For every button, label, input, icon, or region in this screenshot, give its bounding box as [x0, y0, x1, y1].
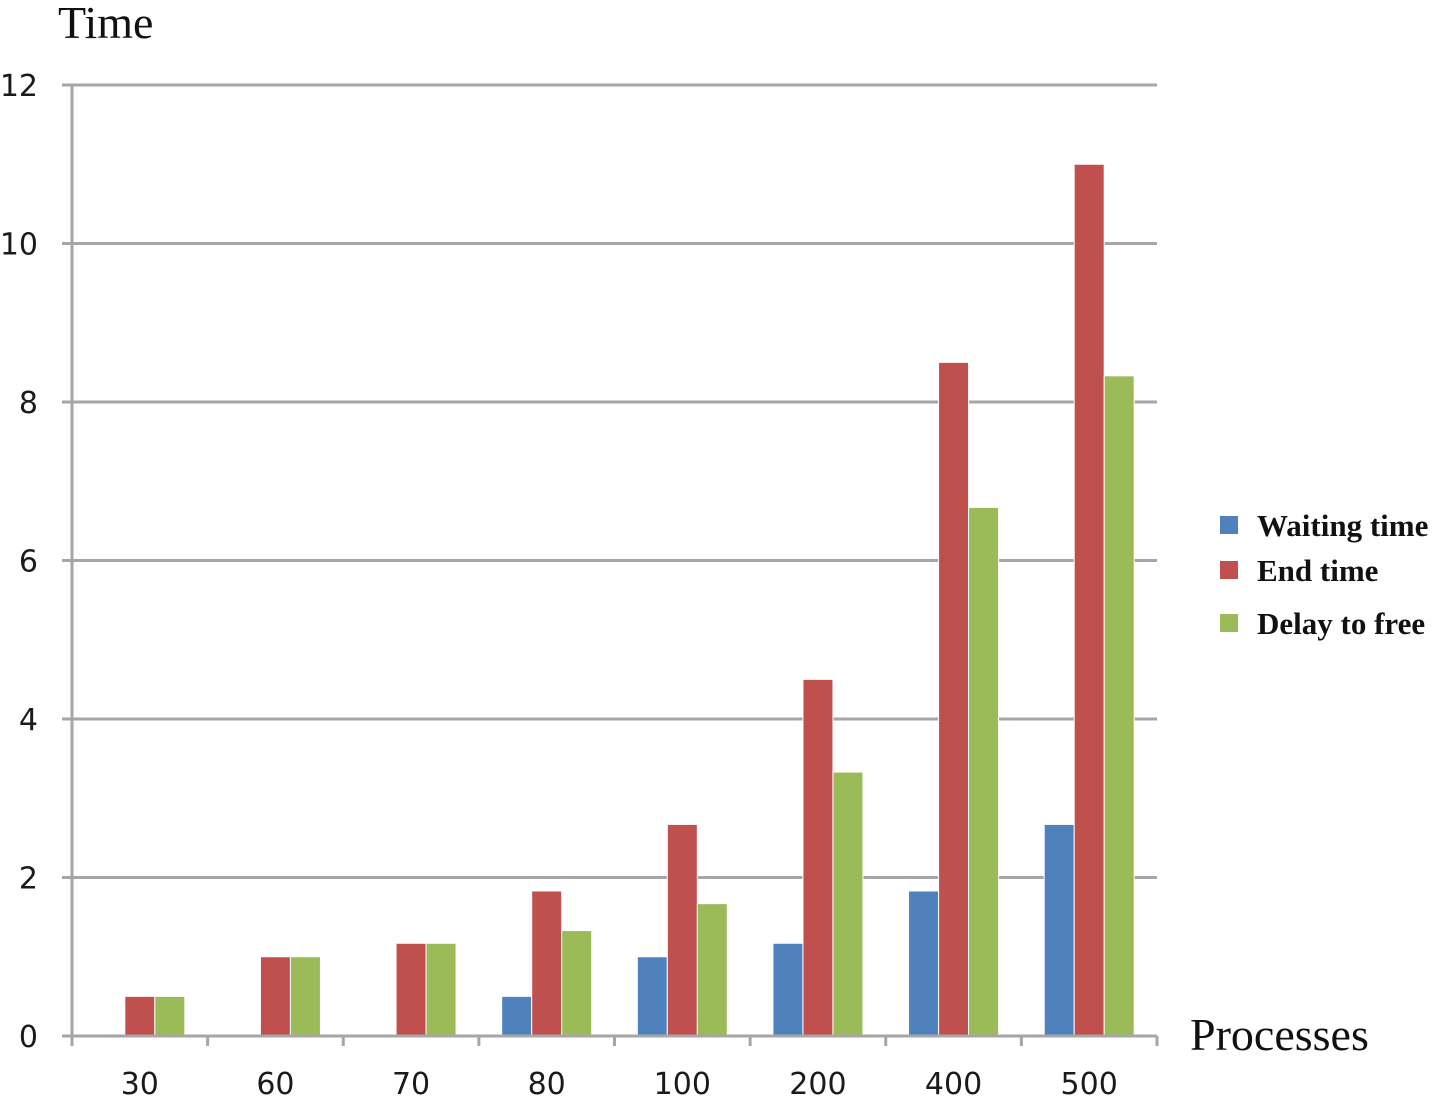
bar-waiting-time-500	[1043, 823, 1075, 1037]
bar-delay-to-free-100	[696, 903, 728, 1037]
bar-end-time-60	[259, 956, 291, 1037]
legend-swatch	[1220, 561, 1238, 579]
bar-end-time-80	[531, 890, 563, 1037]
axes	[70, 85, 1159, 1046]
bar-delay-to-free-70	[425, 942, 457, 1037]
x-axis-title: Processes	[1190, 1009, 1369, 1060]
y-axis-title: Time	[58, 0, 153, 48]
x-tick-label: 60	[256, 1067, 294, 1101]
y-tick-label: 10	[0, 228, 38, 263]
y-tick-label: 12	[0, 69, 38, 104]
bar-waiting-time-400	[908, 890, 940, 1037]
legend-label: Delay to free	[1257, 606, 1425, 641]
bar-delay-to-free-80	[561, 930, 593, 1037]
bar-delay-to-free-30	[154, 995, 186, 1037]
bar-delay-to-free-400	[968, 506, 1000, 1037]
bar-waiting-time-100	[636, 956, 668, 1037]
bar-end-time-500	[1073, 163, 1105, 1037]
x-tick-label: 80	[528, 1067, 566, 1101]
bar-end-time-100	[666, 823, 698, 1037]
x-tick-label: 400	[925, 1067, 982, 1101]
bar-delay-to-free-200	[832, 771, 864, 1037]
bar-waiting-time-200	[772, 942, 804, 1037]
legend: Waiting time End time Delay to free	[1220, 508, 1428, 641]
bars	[124, 163, 1135, 1037]
x-axis-ticks: 30 60 70 80 100 200 400 500	[121, 1067, 1118, 1101]
legend-swatch	[1220, 516, 1238, 534]
legend-label: Waiting time	[1257, 508, 1428, 543]
bar-end-time-400	[938, 361, 970, 1037]
x-tick-label: 500	[1061, 1067, 1118, 1101]
bar-delay-to-free-500	[1103, 375, 1135, 1037]
x-tick-label: 200	[789, 1067, 846, 1101]
legend-label: End time	[1257, 553, 1378, 588]
y-tick-label: 4	[19, 703, 38, 738]
bar-end-time-200	[802, 678, 834, 1037]
y-tick-label: 0	[19, 1020, 38, 1055]
bar-waiting-time-80	[501, 995, 533, 1037]
x-tick-label: 70	[392, 1067, 430, 1101]
x-tick-label: 30	[121, 1067, 159, 1101]
y-tick-label: 8	[19, 386, 38, 421]
bar-delay-to-free-60	[289, 956, 321, 1037]
legend-swatch	[1220, 614, 1238, 632]
y-tick-label: 6	[19, 545, 38, 580]
bar-end-time-70	[395, 942, 427, 1037]
gridlines	[62, 83, 1157, 1038]
x-tick-label: 100	[654, 1067, 711, 1101]
bar-end-time-30	[124, 995, 156, 1037]
y-axis-ticks: 0 2 4 6 8 10 12	[0, 69, 38, 1055]
y-tick-label: 2	[19, 862, 38, 897]
